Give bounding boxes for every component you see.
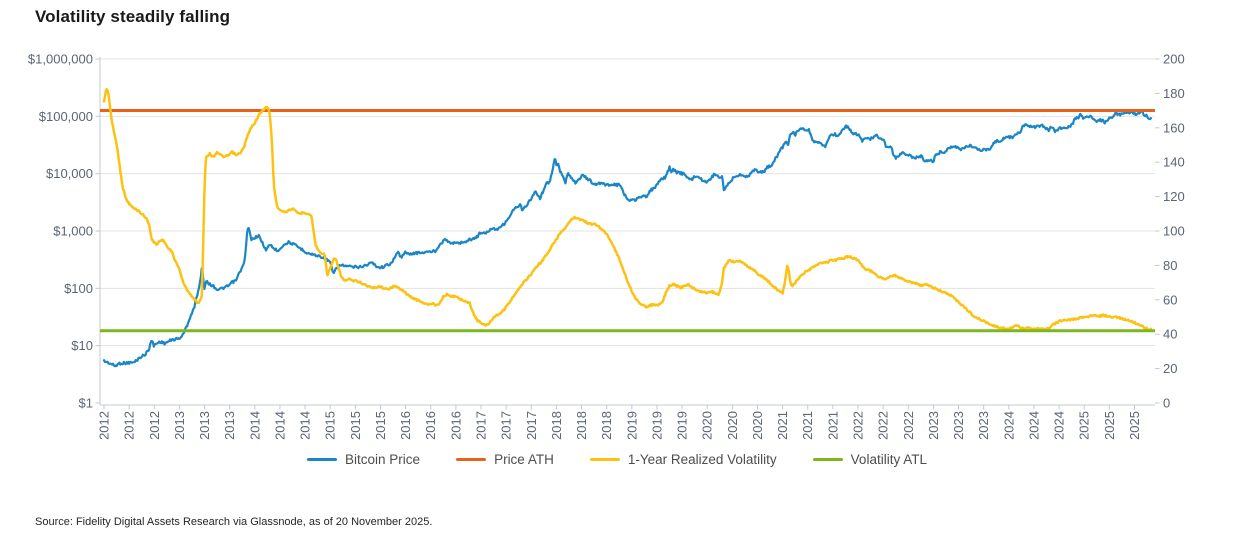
svg-text:2020: 2020 — [725, 411, 740, 440]
svg-text:2022: 2022 — [901, 411, 916, 440]
svg-text:2020: 2020 — [700, 411, 715, 440]
svg-text:120: 120 — [1163, 189, 1185, 204]
series-lines — [100, 87, 1155, 368]
svg-text:2016: 2016 — [423, 411, 438, 440]
svg-text:100: 100 — [1163, 224, 1185, 239]
legend-item-price-ath[interactable]: Price ATH — [456, 452, 554, 467]
svg-text:$1,000: $1,000 — [53, 224, 93, 239]
svg-text:2017: 2017 — [499, 411, 514, 440]
svg-text:2021: 2021 — [825, 411, 840, 440]
axes — [95, 57, 1160, 410]
svg-text:2012: 2012 — [147, 411, 162, 440]
svg-text:2022: 2022 — [851, 411, 866, 440]
legend-label-volatility-atl: Volatility ATL — [850, 452, 927, 467]
svg-text:2022: 2022 — [876, 411, 891, 440]
svg-text:2012: 2012 — [97, 411, 112, 440]
legend-item-volatility-atl[interactable]: Volatility ATL — [812, 452, 927, 467]
svg-text:180: 180 — [1163, 86, 1185, 101]
svg-text:80: 80 — [1163, 258, 1177, 273]
svg-text:40: 40 — [1163, 327, 1177, 342]
legend-item-bitcoin-price[interactable]: Bitcoin Price — [307, 452, 420, 467]
legend-label-bitcoin-price: Bitcoin Price — [345, 452, 421, 467]
legend-label-realized-volatility: 1-Year Realized Volatility — [627, 452, 777, 467]
svg-text:2015: 2015 — [373, 411, 388, 440]
bitcoin-price-line-swatch — [307, 457, 338, 462]
svg-text:2018: 2018 — [574, 411, 589, 440]
svg-text:2025: 2025 — [1127, 411, 1142, 440]
svg-text:2024: 2024 — [1001, 411, 1016, 440]
svg-text:60: 60 — [1163, 292, 1177, 307]
svg-text:2014: 2014 — [272, 411, 287, 440]
legend-label-price-ath: Price ATH — [494, 452, 554, 467]
svg-text:2024: 2024 — [1026, 411, 1041, 440]
svg-text:20: 20 — [1163, 361, 1177, 376]
legend: Bitcoin Price Price ATH 1-Year Realized … — [0, 452, 1234, 467]
svg-text:2021: 2021 — [775, 411, 790, 440]
svg-text:2024: 2024 — [1052, 411, 1067, 440]
svg-text:2019: 2019 — [649, 411, 664, 440]
svg-text:2019: 2019 — [624, 411, 639, 440]
realized-volatility-line — [102, 87, 1153, 332]
svg-text:2016: 2016 — [398, 411, 413, 440]
svg-text:2015: 2015 — [348, 411, 363, 440]
svg-text:2021: 2021 — [800, 411, 815, 440]
svg-text:2020: 2020 — [750, 411, 765, 440]
svg-text:2023: 2023 — [951, 411, 966, 440]
svg-text:2025: 2025 — [1102, 411, 1117, 440]
svg-text:$10: $10 — [71, 338, 93, 353]
svg-text:2012: 2012 — [122, 411, 137, 440]
volatility-atl-line-swatch — [812, 457, 843, 462]
svg-text:2018: 2018 — [599, 411, 614, 440]
gridlines — [100, 58, 1155, 347]
svg-text:2016: 2016 — [448, 411, 463, 440]
svg-text:2017: 2017 — [524, 411, 539, 440]
svg-text:2019: 2019 — [675, 411, 690, 440]
svg-text:$100,000: $100,000 — [39, 109, 93, 124]
svg-text:2014: 2014 — [247, 411, 262, 440]
svg-text:2018: 2018 — [549, 411, 564, 440]
svg-text:2023: 2023 — [976, 411, 991, 440]
axis-labels: $1,000,000$100,000$10,000$1,000$100$10$1… — [28, 52, 1185, 440]
svg-text:160: 160 — [1163, 120, 1185, 135]
svg-text:2023: 2023 — [926, 411, 941, 440]
bitcoin-price-line — [102, 109, 1152, 368]
svg-text:200: 200 — [1163, 52, 1185, 67]
svg-text:$10,000: $10,000 — [46, 166, 93, 181]
svg-text:$1,000,000: $1,000,000 — [28, 52, 93, 67]
realized-volatility-line-swatch — [589, 457, 620, 462]
svg-text:2013: 2013 — [172, 411, 187, 440]
svg-text:2025: 2025 — [1077, 411, 1092, 440]
legend-item-realized-volatility[interactable]: 1-Year Realized Volatility — [589, 452, 777, 467]
price-ath-line-swatch — [456, 457, 487, 462]
svg-text:140: 140 — [1163, 155, 1185, 170]
source-note: Source: Fidelity Digital Assets Research… — [35, 516, 433, 528]
svg-text:2017: 2017 — [474, 411, 489, 440]
svg-text:2013: 2013 — [197, 411, 212, 440]
svg-text:$100: $100 — [64, 281, 93, 296]
svg-text:2014: 2014 — [298, 411, 313, 440]
svg-text:2013: 2013 — [222, 411, 237, 440]
svg-text:$1: $1 — [79, 396, 93, 411]
page-title: Volatility steadily falling — [35, 7, 231, 26]
svg-text:0: 0 — [1163, 396, 1170, 411]
svg-text:2015: 2015 — [323, 411, 338, 440]
